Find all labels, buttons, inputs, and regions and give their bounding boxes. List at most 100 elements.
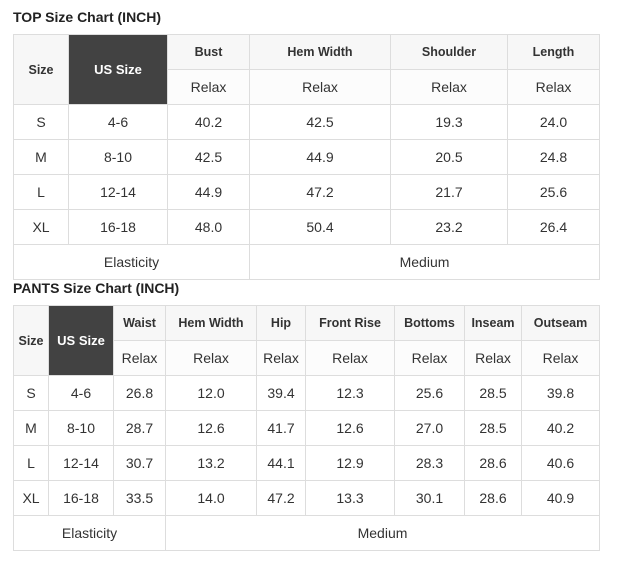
table-cell: M [13, 410, 49, 446]
column-header: Length [507, 34, 600, 70]
table-cell: 25.6 [507, 174, 600, 210]
table-cell: L [13, 174, 69, 210]
table-row: M 8-10 28.7 12.6 41.7 12.6 27.0 28.5 40.2 [13, 410, 600, 446]
column-header: Inseam [464, 305, 522, 341]
table-cell: 42.5 [167, 139, 250, 175]
top-size-table: Size US Size Bust Hem Width Shoulder Length Re… [13, 34, 600, 280]
table-row: M 8-10 42.5 44.9 20.5 24.8 [13, 139, 600, 175]
table-row: S 4-6 26.8 12.0 39.4 12.3 25.6 28.5 39.8 [13, 375, 600, 411]
table-row: L 12-14 30.7 13.2 44.1 12.9 28.3 28.6 40.6 [13, 445, 600, 481]
fit-cell: Relax [167, 69, 250, 105]
table-cell: 28.7 [113, 410, 166, 446]
column-header: Bottoms [394, 305, 465, 341]
table-cell: S [13, 104, 69, 140]
table-cell: 12.3 [305, 375, 395, 411]
table-cell: 28.5 [464, 375, 522, 411]
table-cell: 16-18 [48, 480, 114, 516]
table-cell: 39.4 [256, 375, 306, 411]
table-cell: 13.2 [165, 445, 257, 481]
table-cell: 8-10 [68, 139, 168, 175]
column-header: Waist [113, 305, 166, 341]
table-cell: 47.2 [256, 480, 306, 516]
table-cell: L [13, 445, 49, 481]
column-header: Outseam [521, 305, 600, 341]
column-header: US Size [68, 34, 168, 105]
elasticity-row: Elasticity Medium [13, 244, 600, 280]
fit-cell: Relax [249, 69, 391, 105]
top-chart-title: TOP Size Chart (INCH) [13, 9, 162, 25]
fit-cell: Relax [464, 340, 522, 376]
table-cell: 8-10 [48, 410, 114, 446]
table-cell: 30.7 [113, 445, 166, 481]
table-cell: 26.8 [113, 375, 166, 411]
table-cell: XL [13, 209, 69, 245]
elasticity-row: Elasticity Medium [13, 515, 600, 551]
column-header: Size [13, 34, 69, 105]
table-cell: M [13, 139, 69, 175]
table-row: L 12-14 44.9 47.2 21.7 25.6 [13, 174, 600, 210]
table-cell: 28.5 [464, 410, 522, 446]
table-cell: 28.6 [464, 445, 522, 481]
table-cell: 44.1 [256, 445, 306, 481]
table-cell: 47.2 [249, 174, 391, 210]
table-cell: 14.0 [165, 480, 257, 516]
table-cell: 40.9 [521, 480, 600, 516]
elasticity-value: Medium [165, 515, 600, 551]
fit-row: Relax Relax Relax Relax [14, 69, 600, 105]
fit-cell: Relax [390, 69, 508, 105]
table-cell: 24.0 [507, 104, 600, 140]
table-row: XL 16-18 48.0 50.4 23.2 26.4 [13, 209, 600, 245]
table-cell: 4-6 [48, 375, 114, 411]
table-cell: 28.6 [464, 480, 522, 516]
table-cell: 33.5 [113, 480, 166, 516]
table-row: XL 16-18 33.5 14.0 47.2 13.3 30.1 28.6 40.9 [13, 480, 600, 516]
pants-chart-title: PANTS Size Chart (INCH) [13, 280, 180, 296]
column-header: Size [13, 305, 49, 376]
table-cell: 4-6 [68, 104, 168, 140]
table-cell: 16-18 [68, 209, 168, 245]
header-row: Size US Size Waist Hem Width Hip Front Rise Bo… [13, 305, 600, 376]
table-cell: 24.8 [507, 139, 600, 175]
fit-cell: Relax [165, 340, 257, 376]
fit-row: Relax Relax Relax Relax Relax Relax Relax [14, 340, 600, 376]
header-row: Size US Size Bust Hem Width Shoulder Length [13, 34, 600, 105]
fit-cell: Relax [113, 340, 166, 376]
table-cell: 12.6 [165, 410, 257, 446]
table-cell: 27.0 [394, 410, 465, 446]
table-cell: 19.3 [390, 104, 508, 140]
column-header: Hip [256, 305, 306, 341]
table-cell: 28.3 [394, 445, 465, 481]
table-cell: 48.0 [167, 209, 250, 245]
table-cell: XL [13, 480, 49, 516]
pants-size-table: Size US Size Waist Hem Width Hip Front Rise Bo… [13, 305, 600, 551]
table-cell: 44.9 [167, 174, 250, 210]
fit-cell: Relax [521, 340, 600, 376]
table-cell: 26.4 [507, 209, 600, 245]
table-cell: 12.9 [305, 445, 395, 481]
fit-cell: Relax [305, 340, 395, 376]
table-row: S 4-6 40.2 42.5 19.3 24.0 [13, 104, 600, 140]
table-cell: 40.2 [167, 104, 250, 140]
fit-cell: Relax [394, 340, 465, 376]
fit-cell: Relax [507, 69, 600, 105]
table-cell: 12-14 [68, 174, 168, 210]
table-cell: 50.4 [249, 209, 391, 245]
table-cell: 20.5 [390, 139, 508, 175]
table-cell: 12-14 [48, 445, 114, 481]
column-header: Front Rise [305, 305, 395, 341]
table-cell: 12.6 [305, 410, 395, 446]
table-cell: 39.8 [521, 375, 600, 411]
table-cell: 25.6 [394, 375, 465, 411]
fit-cell: Relax [256, 340, 306, 376]
table-cell: S [13, 375, 49, 411]
elasticity-label: Elasticity [13, 515, 166, 551]
table-cell: 30.1 [394, 480, 465, 516]
table-cell: 23.2 [390, 209, 508, 245]
table-cell: 40.2 [521, 410, 600, 446]
table-cell: 41.7 [256, 410, 306, 446]
table-cell: 13.3 [305, 480, 395, 516]
table-cell: 12.0 [165, 375, 257, 411]
table-cell: 42.5 [249, 104, 391, 140]
table-cell: 21.7 [390, 174, 508, 210]
column-header: Shoulder [390, 34, 508, 70]
